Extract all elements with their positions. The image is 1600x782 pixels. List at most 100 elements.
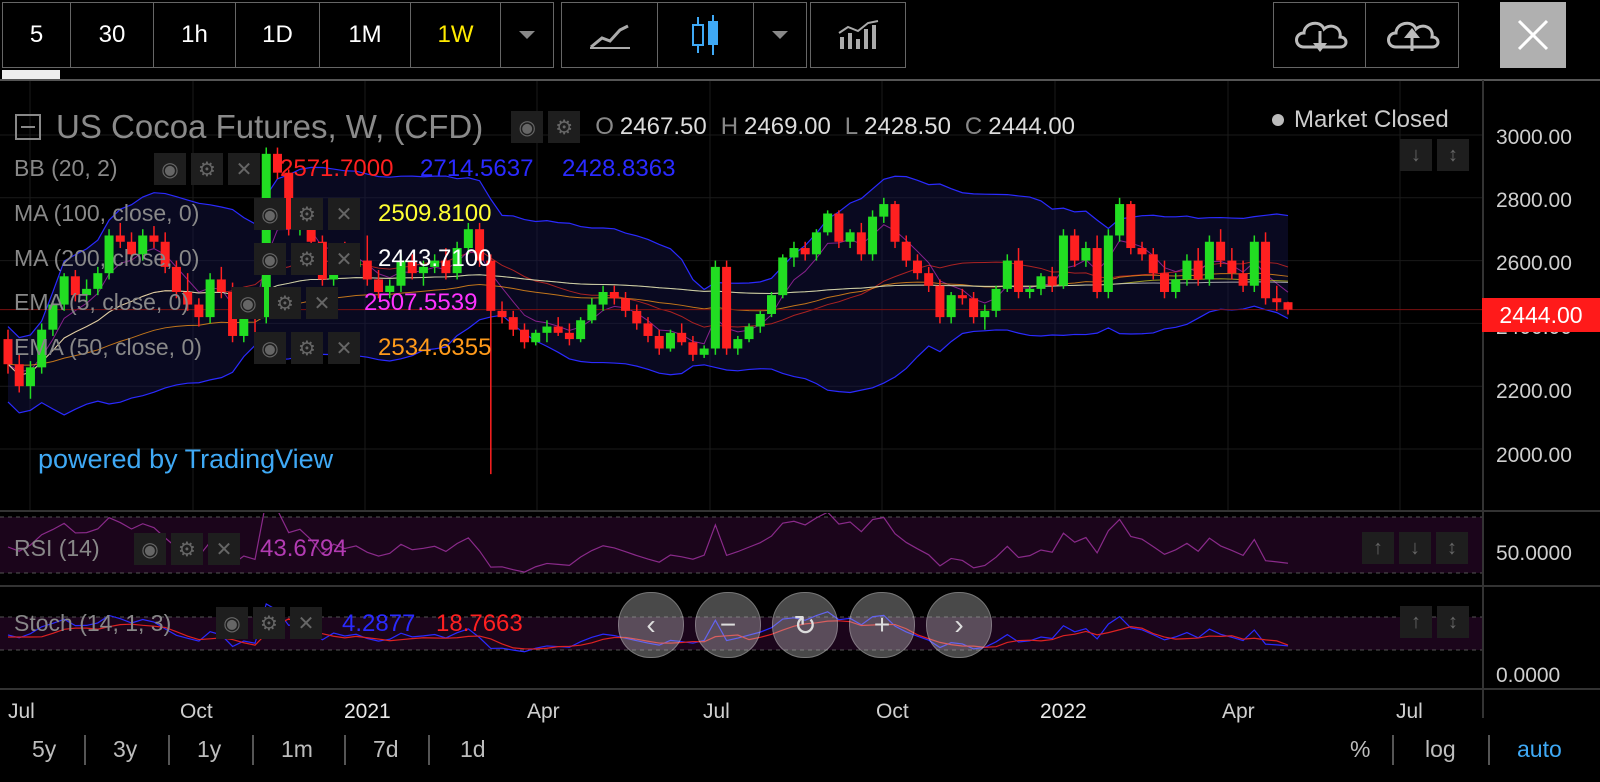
visibility-icon[interactable]: ◉ <box>254 332 286 364</box>
pane-divider <box>0 688 1600 690</box>
range-separator <box>1392 735 1394 765</box>
interval-1h-button[interactable]: 1h <box>154 3 236 67</box>
arrow-up-icon[interactable]: ↑ <box>1400 606 1432 638</box>
reset-chart-button[interactable]: ↻ <box>772 592 838 658</box>
ma100-label: MA (100, close, 0) <box>14 200 200 226</box>
visibility-icon[interactable]: ◉ <box>232 287 264 319</box>
stoch-controls: ◉ ⚙ ✕ <box>216 607 327 639</box>
arrows-vertical-icon[interactable]: ↕ <box>1436 532 1468 564</box>
remove-icon[interactable]: ✕ <box>328 198 360 230</box>
interval-1d-button[interactable]: 1D <box>236 3 320 67</box>
visibility-icon[interactable]: ◉ <box>254 198 286 230</box>
x-tick-label: Jul <box>1396 700 1423 723</box>
ema50-label: EMA (50, close, 0) <box>14 334 202 360</box>
candle-body <box>733 339 743 349</box>
load-from-cloud-button[interactable] <box>1274 3 1366 67</box>
log-scale-button[interactable]: log <box>1425 736 1456 762</box>
candle-body <box>609 292 619 299</box>
line-chart-button[interactable] <box>562 3 658 67</box>
settings-icon[interactable]: ⚙ <box>291 243 323 275</box>
arrow-up-icon[interactable]: ↑ <box>1362 532 1394 564</box>
candle-body <box>385 285 395 292</box>
close-icon <box>1517 19 1549 51</box>
remove-icon[interactable]: ✕ <box>328 332 360 364</box>
percent-scale-button[interactable]: % <box>1350 736 1371 762</box>
tradingview-watermark[interactable]: powered by TradingView <box>38 444 334 474</box>
arrow-down-icon[interactable]: ↓ <box>1399 532 1431 564</box>
candle-body <box>856 232 866 255</box>
remove-icon[interactable]: ✕ <box>228 153 260 185</box>
candle-body <box>3 339 13 365</box>
refresh-icon: ↻ <box>793 609 817 641</box>
arrow-down-icon[interactable]: ↓ <box>1400 139 1432 171</box>
minus-icon: − <box>719 609 737 640</box>
remove-icon[interactable]: ✕ <box>208 533 240 565</box>
candle-body <box>1047 276 1057 286</box>
pane-divider <box>0 510 1600 512</box>
interval-5-button[interactable]: 5 <box>3 3 71 67</box>
settings-icon[interactable]: ⚙ <box>171 533 203 565</box>
candle-body <box>632 310 642 324</box>
x-tick-label: Oct <box>180 700 213 723</box>
candle-body <box>957 295 967 299</box>
rsi-tick-label: 50.0000 <box>1496 542 1572 565</box>
interval-1w-button[interactable]: 1W <box>411 3 501 67</box>
visibility-icon[interactable]: ◉ <box>154 153 186 185</box>
range-7d-button[interactable]: 7d <box>373 736 399 762</box>
range-5y-button[interactable]: 5y <box>32 736 57 762</box>
collapse-icon[interactable] <box>14 113 42 141</box>
interval-1m-button[interactable]: 1M <box>320 3 411 67</box>
x-tick-label: 2021 <box>344 700 391 723</box>
chart-style-dropdown-button[interactable] <box>754 3 806 67</box>
settings-icon[interactable]: ⚙ <box>548 111 581 143</box>
range-1y-button[interactable]: 1y <box>197 736 222 762</box>
cloud-upload-icon <box>1387 21 1440 51</box>
indicators-button[interactable] <box>811 3 905 67</box>
ohlc-open: 2467.50 <box>619 113 707 140</box>
interval-30-button[interactable]: 30 <box>71 3 154 67</box>
candlestick-chart-button[interactable] <box>658 3 754 67</box>
visibility-icon[interactable]: ◉ <box>216 607 248 639</box>
zoom-in-button[interactable]: + <box>849 592 915 658</box>
candle-body <box>205 279 215 318</box>
x-tick-label: Jul <box>703 700 730 723</box>
candle-body <box>587 304 597 321</box>
arrows-vertical-icon[interactable]: ↕ <box>1437 139 1469 171</box>
candle-body <box>834 213 844 242</box>
bb-label: BB (20, 2) <box>14 155 118 181</box>
close-button[interactable] <box>1500 2 1566 68</box>
candle-body <box>1249 241 1259 286</box>
candle-body <box>1216 241 1226 261</box>
range-separator <box>428 735 430 765</box>
settings-icon[interactable]: ⚙ <box>253 607 285 639</box>
candle-body <box>800 248 810 255</box>
visibility-icon[interactable]: ◉ <box>254 243 286 275</box>
visibility-icon[interactable]: ◉ <box>134 533 166 565</box>
save-to-cloud-button[interactable] <box>1366 3 1458 67</box>
zoom-out-button[interactable]: − <box>695 592 761 658</box>
arrows-vertical-icon[interactable]: ↕ <box>1437 606 1469 638</box>
remove-icon[interactable]: ✕ <box>306 287 338 319</box>
scroll-left-button[interactable]: ‹ <box>618 592 684 658</box>
settings-icon[interactable]: ⚙ <box>191 153 223 185</box>
candle-body <box>1193 260 1203 280</box>
scroll-right-button[interactable]: › <box>926 592 992 658</box>
bb-upper-value: 2714.5637 <box>420 155 534 182</box>
settings-icon[interactable]: ⚙ <box>269 287 301 319</box>
interval-dropdown-button[interactable] <box>501 3 553 67</box>
range-1m-button[interactable]: 1m <box>281 736 313 762</box>
remove-icon[interactable]: ✕ <box>290 607 322 639</box>
range-1d-button[interactable]: 1d <box>460 736 486 762</box>
remove-icon[interactable]: ✕ <box>328 243 360 275</box>
settings-icon[interactable]: ⚙ <box>291 332 323 364</box>
chart-scroll-handle[interactable] <box>2 70 60 80</box>
status-dot-icon <box>1272 114 1284 126</box>
visibility-icon[interactable]: ◉ <box>511 111 544 143</box>
auto-scale-button[interactable]: auto <box>1517 736 1562 762</box>
candle-body <box>59 276 69 305</box>
x-tick-label: Oct <box>876 700 909 723</box>
settings-icon[interactable]: ⚙ <box>291 198 323 230</box>
candle-body <box>531 332 541 343</box>
range-3y-button[interactable]: 3y <box>113 736 138 762</box>
candle-body <box>261 153 271 318</box>
